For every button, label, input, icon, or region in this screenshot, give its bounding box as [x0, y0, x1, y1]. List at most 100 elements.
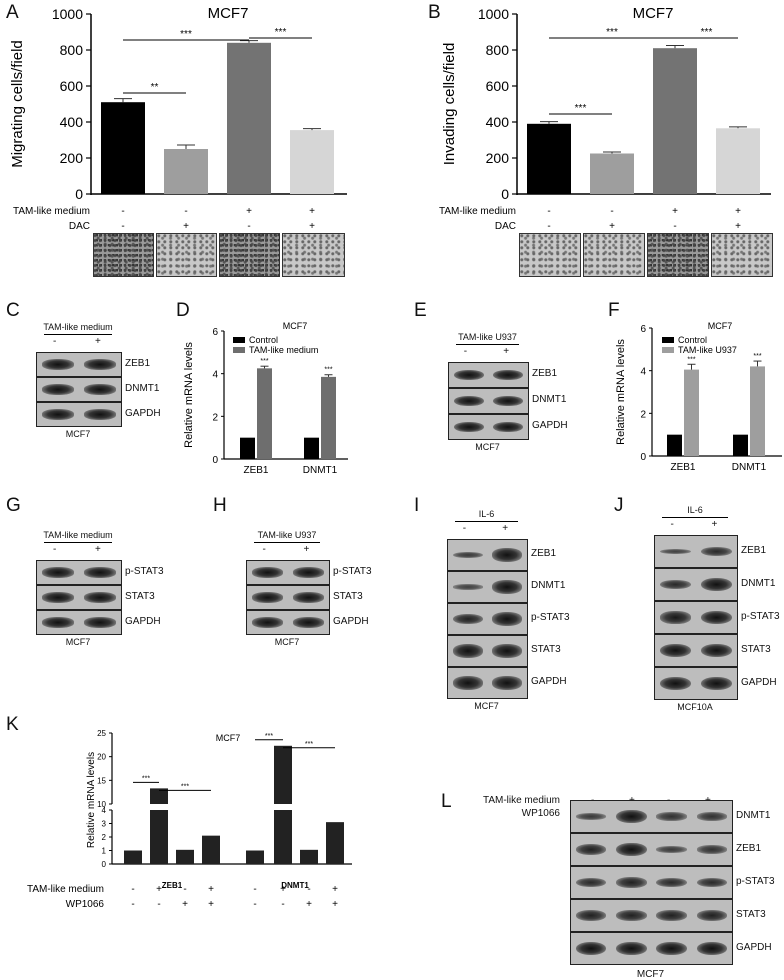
- protein-band: [575, 909, 607, 922]
- blot-treatment-header: TAM-like U937: [257, 530, 317, 540]
- protein-label: ZEB1: [741, 544, 767, 556]
- blot-strip: [448, 362, 529, 388]
- protein-band: [492, 676, 523, 690]
- condition-label: DAC: [495, 221, 516, 232]
- protein-band: [696, 845, 728, 854]
- x-tick-label: DNMT1: [281, 881, 309, 890]
- y-tick-label: 600: [486, 78, 510, 94]
- condition-value: +: [208, 899, 214, 910]
- significance-label: ***: [265, 733, 273, 740]
- protein-label: DNMT1: [741, 577, 776, 589]
- condition-value: -: [253, 884, 256, 895]
- y-tick-label: 25: [97, 730, 106, 738]
- y-tick-label: 200: [60, 150, 84, 166]
- condition-value: +: [208, 884, 214, 895]
- micrograph: [282, 233, 345, 277]
- protein-label: DNMT1: [125, 382, 160, 394]
- chart-title: MCF7: [208, 5, 249, 22]
- significance-label: ***: [575, 103, 587, 114]
- condition-value: -: [673, 221, 676, 232]
- condition-label: WP1066: [66, 899, 105, 910]
- blot-strip: [448, 388, 529, 414]
- lane-label: +: [502, 523, 509, 534]
- y-axis-label: Relative mRNA levels: [615, 339, 627, 445]
- blot-strip: [447, 667, 528, 699]
- protein-band: [452, 676, 483, 690]
- y-tick-label: 4: [640, 367, 646, 378]
- bar: [240, 437, 255, 459]
- legend-label: Control: [249, 335, 278, 345]
- y-axis-label: Invading cells/field: [441, 43, 458, 166]
- condition-label: TAM-like medium: [482, 795, 560, 806]
- condition-value: -: [253, 899, 256, 910]
- condition-value: +: [609, 221, 615, 232]
- protein-band: [251, 567, 284, 578]
- protein-label: ZEB1: [736, 842, 762, 854]
- condition-label: TAM-like medium: [27, 884, 104, 895]
- lane-label: -: [53, 544, 57, 555]
- figure: A B C D E F G H I J K L MCF7 0 200 400 600 80…: [6, 2, 782, 980]
- chart-a: MCF7 0 200 400 600 800 1000 Migrating cells/fie…: [9, 5, 347, 232]
- protein-band: [659, 676, 692, 691]
- condition-value: +: [182, 899, 188, 910]
- blot-strip: [570, 932, 733, 965]
- blot-strip: [447, 539, 528, 571]
- condition-value: +: [309, 206, 315, 217]
- protein-band: [696, 941, 728, 956]
- y-tick-label: 2: [640, 409, 646, 420]
- protein-band: [42, 567, 74, 578]
- y-tick-label: 3: [102, 820, 107, 829]
- panel-letter-l: L: [441, 791, 452, 812]
- y-axis-label: Migrating cells/field: [9, 40, 26, 168]
- micrograph: [647, 233, 709, 277]
- legend-swatch: [662, 347, 674, 353]
- protein-band: [251, 617, 284, 628]
- significance-label: ***: [180, 29, 192, 40]
- blot-treatment-header: TAM-like medium: [43, 530, 113, 540]
- significance-label: ***: [324, 367, 332, 374]
- blot-strip: [447, 635, 528, 667]
- y-axis-label: Relative mRNA levels: [183, 342, 195, 448]
- protein-label: p-STAT3: [125, 565, 164, 577]
- protein-label: GAPDH: [125, 615, 161, 627]
- protein-band: [492, 548, 523, 562]
- condition-value: -: [307, 884, 310, 895]
- significance-label: ***: [606, 27, 618, 38]
- blot-strip: [448, 414, 529, 440]
- protein-label: STAT3: [333, 590, 363, 602]
- significance-label: ***: [305, 741, 313, 748]
- protein-band: [700, 610, 733, 625]
- protein-band: [493, 369, 524, 381]
- lane-label: +: [503, 346, 510, 357]
- condition-value: -: [247, 221, 250, 232]
- blot-treatment-header: IL-6: [687, 505, 703, 515]
- significance-label: ***: [753, 353, 761, 360]
- y-tick-label: 2: [212, 412, 218, 423]
- protein-band: [452, 551, 483, 559]
- condition-value: +: [309, 221, 315, 232]
- y-tick-label: 4: [102, 806, 107, 815]
- condition-value: -: [131, 884, 134, 895]
- protein-label: p-STAT3: [736, 875, 775, 887]
- bar: [590, 153, 634, 194]
- protein-band: [656, 846, 687, 853]
- blot-strip: [36, 585, 122, 610]
- bar: [750, 366, 765, 456]
- blot-strip: [654, 568, 738, 601]
- bar: [304, 437, 319, 459]
- condition-value: -: [131, 899, 134, 910]
- panel-letter-b: B: [428, 2, 441, 23]
- lane-label: +: [95, 544, 101, 555]
- condition-value: +: [280, 884, 286, 895]
- legend-label: TAM-like medium: [249, 345, 318, 355]
- protein-label: GAPDH: [532, 420, 568, 431]
- blot-strip: [570, 899, 733, 932]
- blot-treatment-header: TAM-like medium: [43, 322, 113, 332]
- bar: [227, 42, 271, 194]
- protein-band: [42, 384, 74, 395]
- y-tick-label: 400: [486, 114, 510, 130]
- blot-strip: [570, 800, 733, 833]
- bar: [257, 368, 272, 459]
- x-tick-label: DNMT1: [732, 462, 767, 473]
- legend-label: Control: [678, 335, 707, 345]
